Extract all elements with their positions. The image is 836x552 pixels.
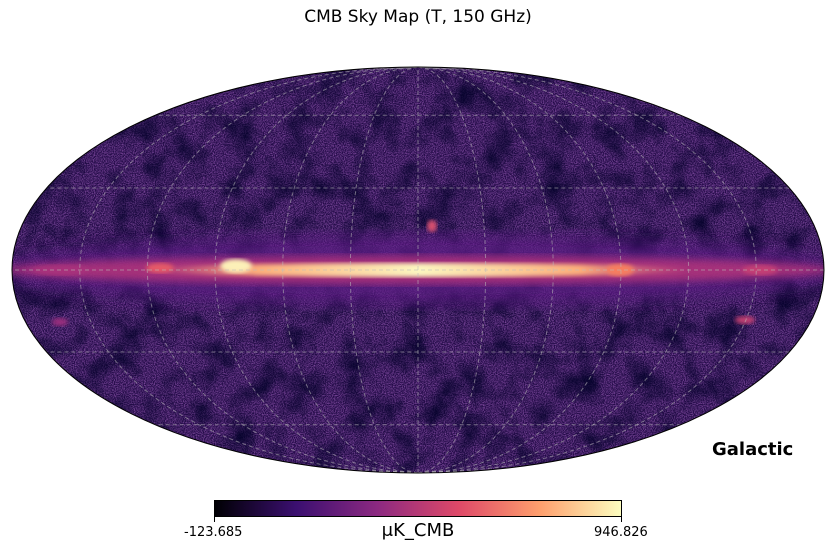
colorbar-unit-label: μK_CMB — [381, 520, 455, 541]
colorbar-max-label: 946.826 — [594, 525, 648, 540]
colorbar — [214, 500, 622, 517]
meridian-line — [79, 66, 419, 474]
colorbar-tick-max — [621, 517, 622, 522]
map-outline — [11, 66, 825, 474]
colorbar-tick-min — [214, 517, 215, 522]
chart-title: CMB Sky Map (T, 150 GHz) — [304, 7, 532, 27]
meridian-line — [349, 66, 419, 474]
colorbar-min-label: -123.685 — [184, 525, 243, 540]
coordinate-system-label: Galactic — [712, 439, 794, 460]
graticule — [12, 66, 824, 474]
meridian-line — [417, 66, 554, 474]
